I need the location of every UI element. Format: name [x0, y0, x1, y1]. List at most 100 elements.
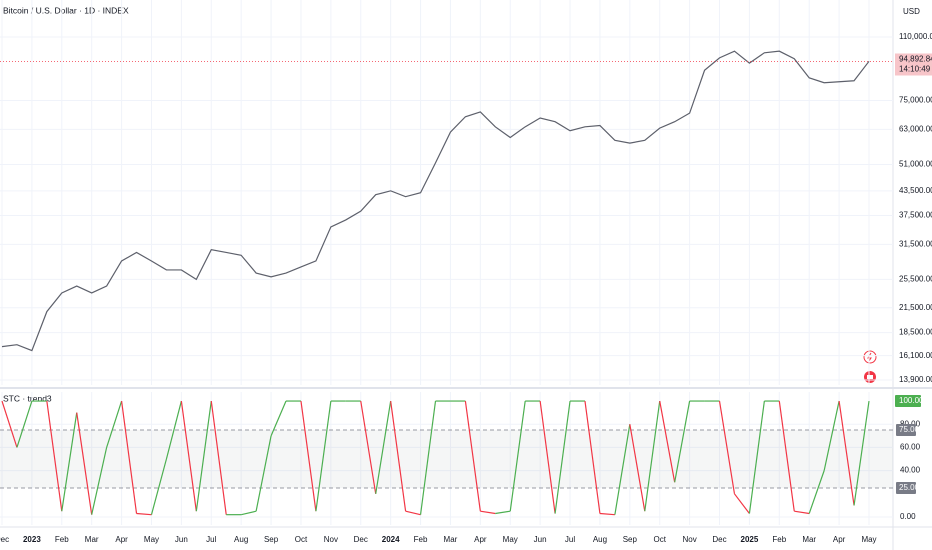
stc-segment [823, 400, 840, 471]
event-icon-glyph [867, 375, 873, 379]
x-tick-label: Oct [295, 535, 308, 544]
y-tick-label: 43,500.00 [899, 186, 932, 195]
band-label: 25.00 [899, 483, 920, 492]
x-tick-label: Feb [772, 535, 786, 544]
x-tick-label: May [861, 535, 876, 544]
stc-segment [106, 400, 123, 448]
band-badge [896, 482, 916, 495]
x-tick-label: Dec [354, 535, 368, 544]
stc-segment [808, 470, 825, 514]
x-tick-label: 2025 [741, 535, 759, 544]
x-tick-label: Apr [474, 535, 487, 544]
currency-label: USD [903, 7, 920, 16]
x-tick-label: Oct [653, 535, 666, 544]
stc-segment [733, 493, 750, 514]
x-tick-label: Mar [802, 535, 816, 544]
stc-segment [390, 400, 407, 512]
y-tick-label: 40.00 [900, 466, 921, 475]
stc-segment [509, 400, 526, 512]
x-tick-label: Mar [444, 535, 458, 544]
stc-segment [16, 400, 33, 448]
stc-segment [136, 512, 152, 516]
x-tick-label: Dec [0, 535, 9, 544]
x-tick-label: Feb [55, 535, 69, 544]
stc-segment [599, 512, 615, 516]
stc-segment [61, 412, 78, 512]
indicator-title: STC · trend3 [3, 393, 52, 403]
x-tick-label: Feb [414, 535, 428, 544]
stc-segment [419, 400, 437, 515]
y-tick-label: 18,500.00 [899, 328, 932, 337]
stc-segment [375, 400, 392, 494]
stc-value-badge [895, 395, 921, 408]
y-tick-label: 21,500.00 [899, 303, 932, 312]
band-badge [896, 424, 916, 437]
x-tick-label: Jul [565, 535, 575, 544]
x-tick-label: Jun [534, 535, 547, 544]
stc-segment [584, 400, 601, 514]
stc-segment [195, 400, 212, 512]
x-tick-label: Nov [683, 535, 697, 544]
y-tick-label: 37,500.00 [899, 211, 932, 220]
stc-segment [748, 400, 765, 514]
stc-segment [270, 400, 287, 437]
stc-segment [300, 400, 317, 512]
stc-segment [794, 510, 810, 515]
x-tick-label: Aug [593, 535, 607, 544]
alert-icon[interactable] [863, 350, 877, 364]
stc-segment [91, 447, 108, 515]
stc-segment [120, 400, 138, 514]
x-tick-label: Sep [264, 535, 279, 544]
x-tick-label: Nov [324, 535, 338, 544]
y-tick-label: 0.00 [900, 512, 916, 521]
stc-segment [674, 400, 691, 483]
y-tick-label: 75,000.00 [899, 96, 932, 105]
stc-segment [659, 400, 676, 483]
x-tick-label: Dec [712, 535, 726, 544]
stc-segment [255, 435, 272, 512]
y-tick-label: 51,000.00 [899, 160, 932, 169]
stc-segment [539, 400, 556, 514]
chart-title: Bitcoin / U.S. Dollar · 1D · INDEX [3, 5, 129, 15]
price-line [1, 50, 870, 352]
stc-segment [629, 424, 646, 512]
x-tick-label: May [503, 535, 518, 544]
stc-segment [718, 400, 736, 494]
stc-segment [46, 400, 63, 512]
y-tick-label: 25,500.00 [899, 275, 932, 284]
countdown-label: 14:10:49 [899, 65, 931, 74]
stc-segment [554, 400, 571, 514]
stc-segment [360, 400, 377, 494]
x-tick-label: Jun [175, 535, 188, 544]
stc-segment [480, 510, 496, 515]
stc-segment [464, 400, 481, 512]
x-tick-label: Aug [234, 535, 248, 544]
y-tick-label: 13,900.00 [899, 375, 932, 384]
band-fill [0, 430, 893, 489]
x-tick-label: Jul [206, 535, 216, 544]
stc-segment [405, 510, 421, 516]
stc-segment [644, 400, 661, 512]
x-tick-label: Apr [115, 535, 128, 544]
x-tick-label: 2023 [23, 535, 41, 544]
stc-value-label: 100.00 [899, 396, 924, 405]
stc-segment [838, 400, 855, 506]
y-tick-label: 31,500.00 [899, 239, 932, 248]
y-tick-label: 60.00 [900, 443, 921, 452]
last-price-badge [895, 53, 932, 76]
stc-segment [150, 458, 168, 515]
x-tick-label: Sep [623, 535, 638, 544]
stc-segment [778, 400, 795, 512]
band-label: 75.00 [899, 425, 920, 434]
stc-segment [315, 400, 332, 512]
last-price-label: 94,892.84 [899, 55, 932, 64]
stc-segment [614, 424, 631, 515]
stc-segment [180, 400, 197, 512]
stc-segment [165, 400, 182, 460]
y-tick-label: 16,100.00 [899, 351, 932, 360]
y-tick-label: 80.00 [900, 419, 921, 428]
y-tick-label: 63,000.00 [899, 125, 932, 134]
stc-segment [495, 510, 511, 515]
